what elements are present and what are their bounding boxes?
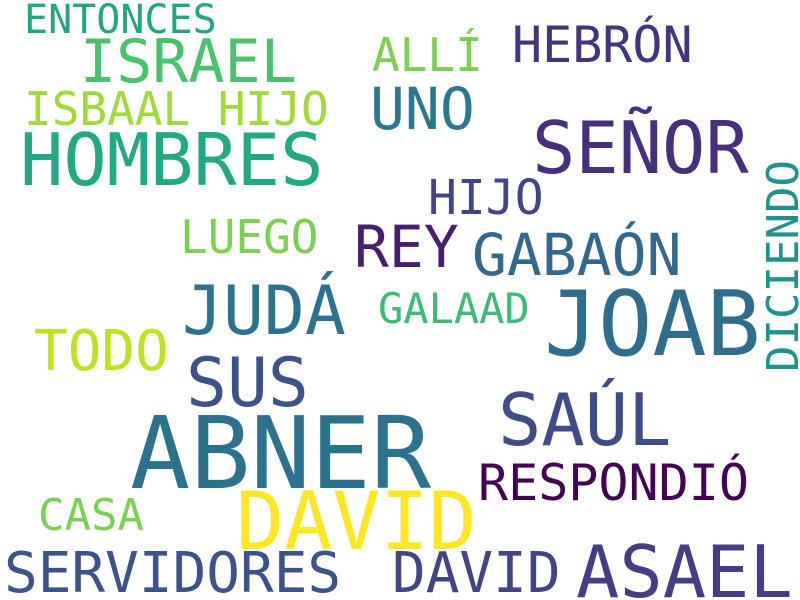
word-rey: REY [354,213,459,281]
word-israel: ISRAEL [80,27,297,97]
word-hebron: HEBRÓN [512,16,693,74]
word-juda: JUDÁ [182,272,346,351]
word-isbaal-hijo: ISBAAL HIJO [24,82,329,136]
word-sus: SUS [186,344,309,423]
word-asael: ASAEL [576,530,793,600]
word-abner: ABNER [130,395,432,512]
word-uno: UNO [370,75,475,143]
word-hombres: HOMBRES [20,118,324,202]
word-respondio: RESPONDIÓ [478,454,749,512]
word-hijo: HIJO [428,170,544,226]
word-servidores: SERVIDORES [4,541,342,600]
word-gabaon: GABAÓN [472,221,682,289]
word-casa: CASA [38,490,144,541]
word-luego: LUEGO [180,210,319,264]
word-todo: TODO [34,319,169,384]
word-david-small: DAVID [392,541,561,600]
word-senor: SEÑOR [532,106,749,190]
word-galaad: GALAAD [378,284,530,333]
word-entonces: ENTONCES [24,0,217,43]
word-saul: SAÚL [498,378,672,462]
word-joab: JOAB [544,272,761,377]
word-alli: ALLÍ [372,28,483,82]
word-david-large: DAVID [236,475,477,568]
word-diciendo: DICIENDO [758,160,800,372]
